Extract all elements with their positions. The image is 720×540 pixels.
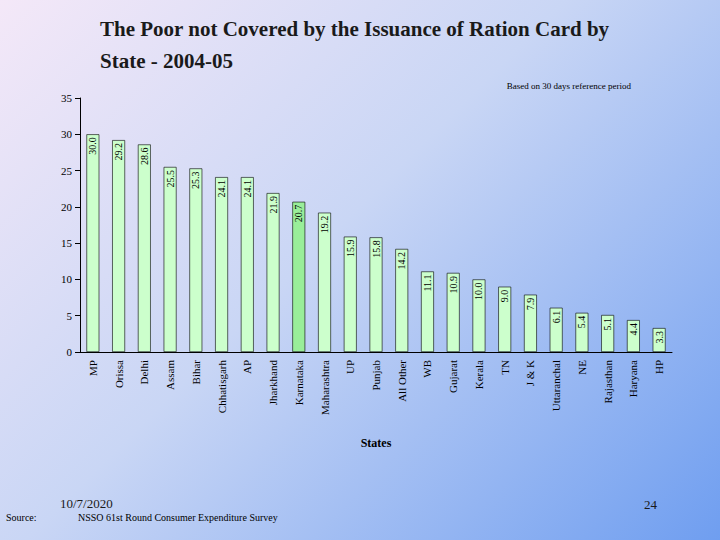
svg-text:Delhi: Delhi [138,360,150,384]
svg-text:Jharkhand: Jharkhand [267,360,279,406]
svg-text:24: 24 [644,497,658,512]
svg-text:WB: WB [421,360,433,378]
svg-text:Haryana: Haryana [627,360,639,397]
svg-text:Gujarat: Gujarat [447,360,459,393]
svg-text:11.1: 11.1 [422,274,433,291]
svg-text:9.0: 9.0 [499,290,510,303]
svg-text:States: States [361,436,392,450]
svg-text:HP: HP [653,360,665,374]
svg-text:Uttaranchal: Uttaranchal [550,360,562,411]
svg-text:4.4: 4.4 [628,323,639,336]
svg-text:Karnataka: Karnataka [293,360,305,405]
svg-text:10/7/2020: 10/7/2020 [60,496,113,511]
svg-text:15.8: 15.8 [371,240,382,258]
svg-text:30.0: 30.0 [87,137,98,155]
svg-text:10: 10 [61,273,73,285]
svg-text:19.2: 19.2 [319,216,330,234]
svg-text:NE: NE [576,360,588,375]
svg-text:Source:: Source: [6,512,37,523]
svg-text:Maharashtra: Maharashtra [319,360,331,415]
svg-text:AP: AP [241,360,253,374]
svg-text:Rajasthan: Rajasthan [602,360,614,404]
svg-text:NSSO 61st Round Consumer Expen: NSSO 61st Round Consumer Expenditure Sur… [78,512,278,523]
svg-text:25.5: 25.5 [165,170,176,188]
svg-text:Chhatisgarh: Chhatisgarh [216,360,228,414]
svg-text:Punjab: Punjab [370,360,382,391]
svg-text:5.4: 5.4 [576,316,587,329]
svg-text:J & K: J & K [524,360,536,386]
svg-text:15: 15 [61,237,73,249]
svg-text:6.1: 6.1 [551,311,562,324]
svg-text:5.1: 5.1 [602,318,613,331]
svg-text:Assam: Assam [164,360,176,390]
svg-text:MP: MP [87,360,99,376]
svg-text:Bihar: Bihar [190,360,202,385]
svg-text:28.6: 28.6 [139,147,150,165]
svg-text:State - 2004-05: State - 2004-05 [100,49,233,73]
svg-text:0: 0 [67,346,73,358]
svg-text:25.3: 25.3 [190,171,201,189]
svg-text:3.3: 3.3 [654,331,665,344]
svg-text:25: 25 [61,165,73,177]
svg-text:35: 35 [61,92,73,104]
svg-text:10.0: 10.0 [473,282,484,300]
svg-text:Based on 30 days reference per: Based on 30 days reference period [507,81,632,91]
svg-text:21.9: 21.9 [268,196,279,214]
svg-text:24.1: 24.1 [216,180,227,198]
svg-text:UP: UP [344,360,356,374]
svg-text:30: 30 [61,128,73,140]
svg-text:20: 20 [61,201,73,213]
svg-text:5: 5 [67,310,73,322]
svg-text:7.9: 7.9 [525,298,536,311]
svg-text:TN: TN [499,360,511,375]
svg-text:15.9: 15.9 [345,240,356,257]
svg-text:All Other: All Other [396,360,408,402]
svg-text:20.7: 20.7 [293,205,304,223]
svg-text:14.2: 14.2 [396,252,407,270]
svg-text:24.1: 24.1 [242,180,253,198]
svg-text:The Poor not Covered by the Is: The Poor not Covered by the Issuance of … [100,17,614,41]
svg-text:10.9: 10.9 [448,276,459,294]
svg-text:Orissa: Orissa [113,360,125,388]
svg-text:Kerala: Kerala [473,360,485,389]
svg-text:29.2: 29.2 [113,143,124,161]
